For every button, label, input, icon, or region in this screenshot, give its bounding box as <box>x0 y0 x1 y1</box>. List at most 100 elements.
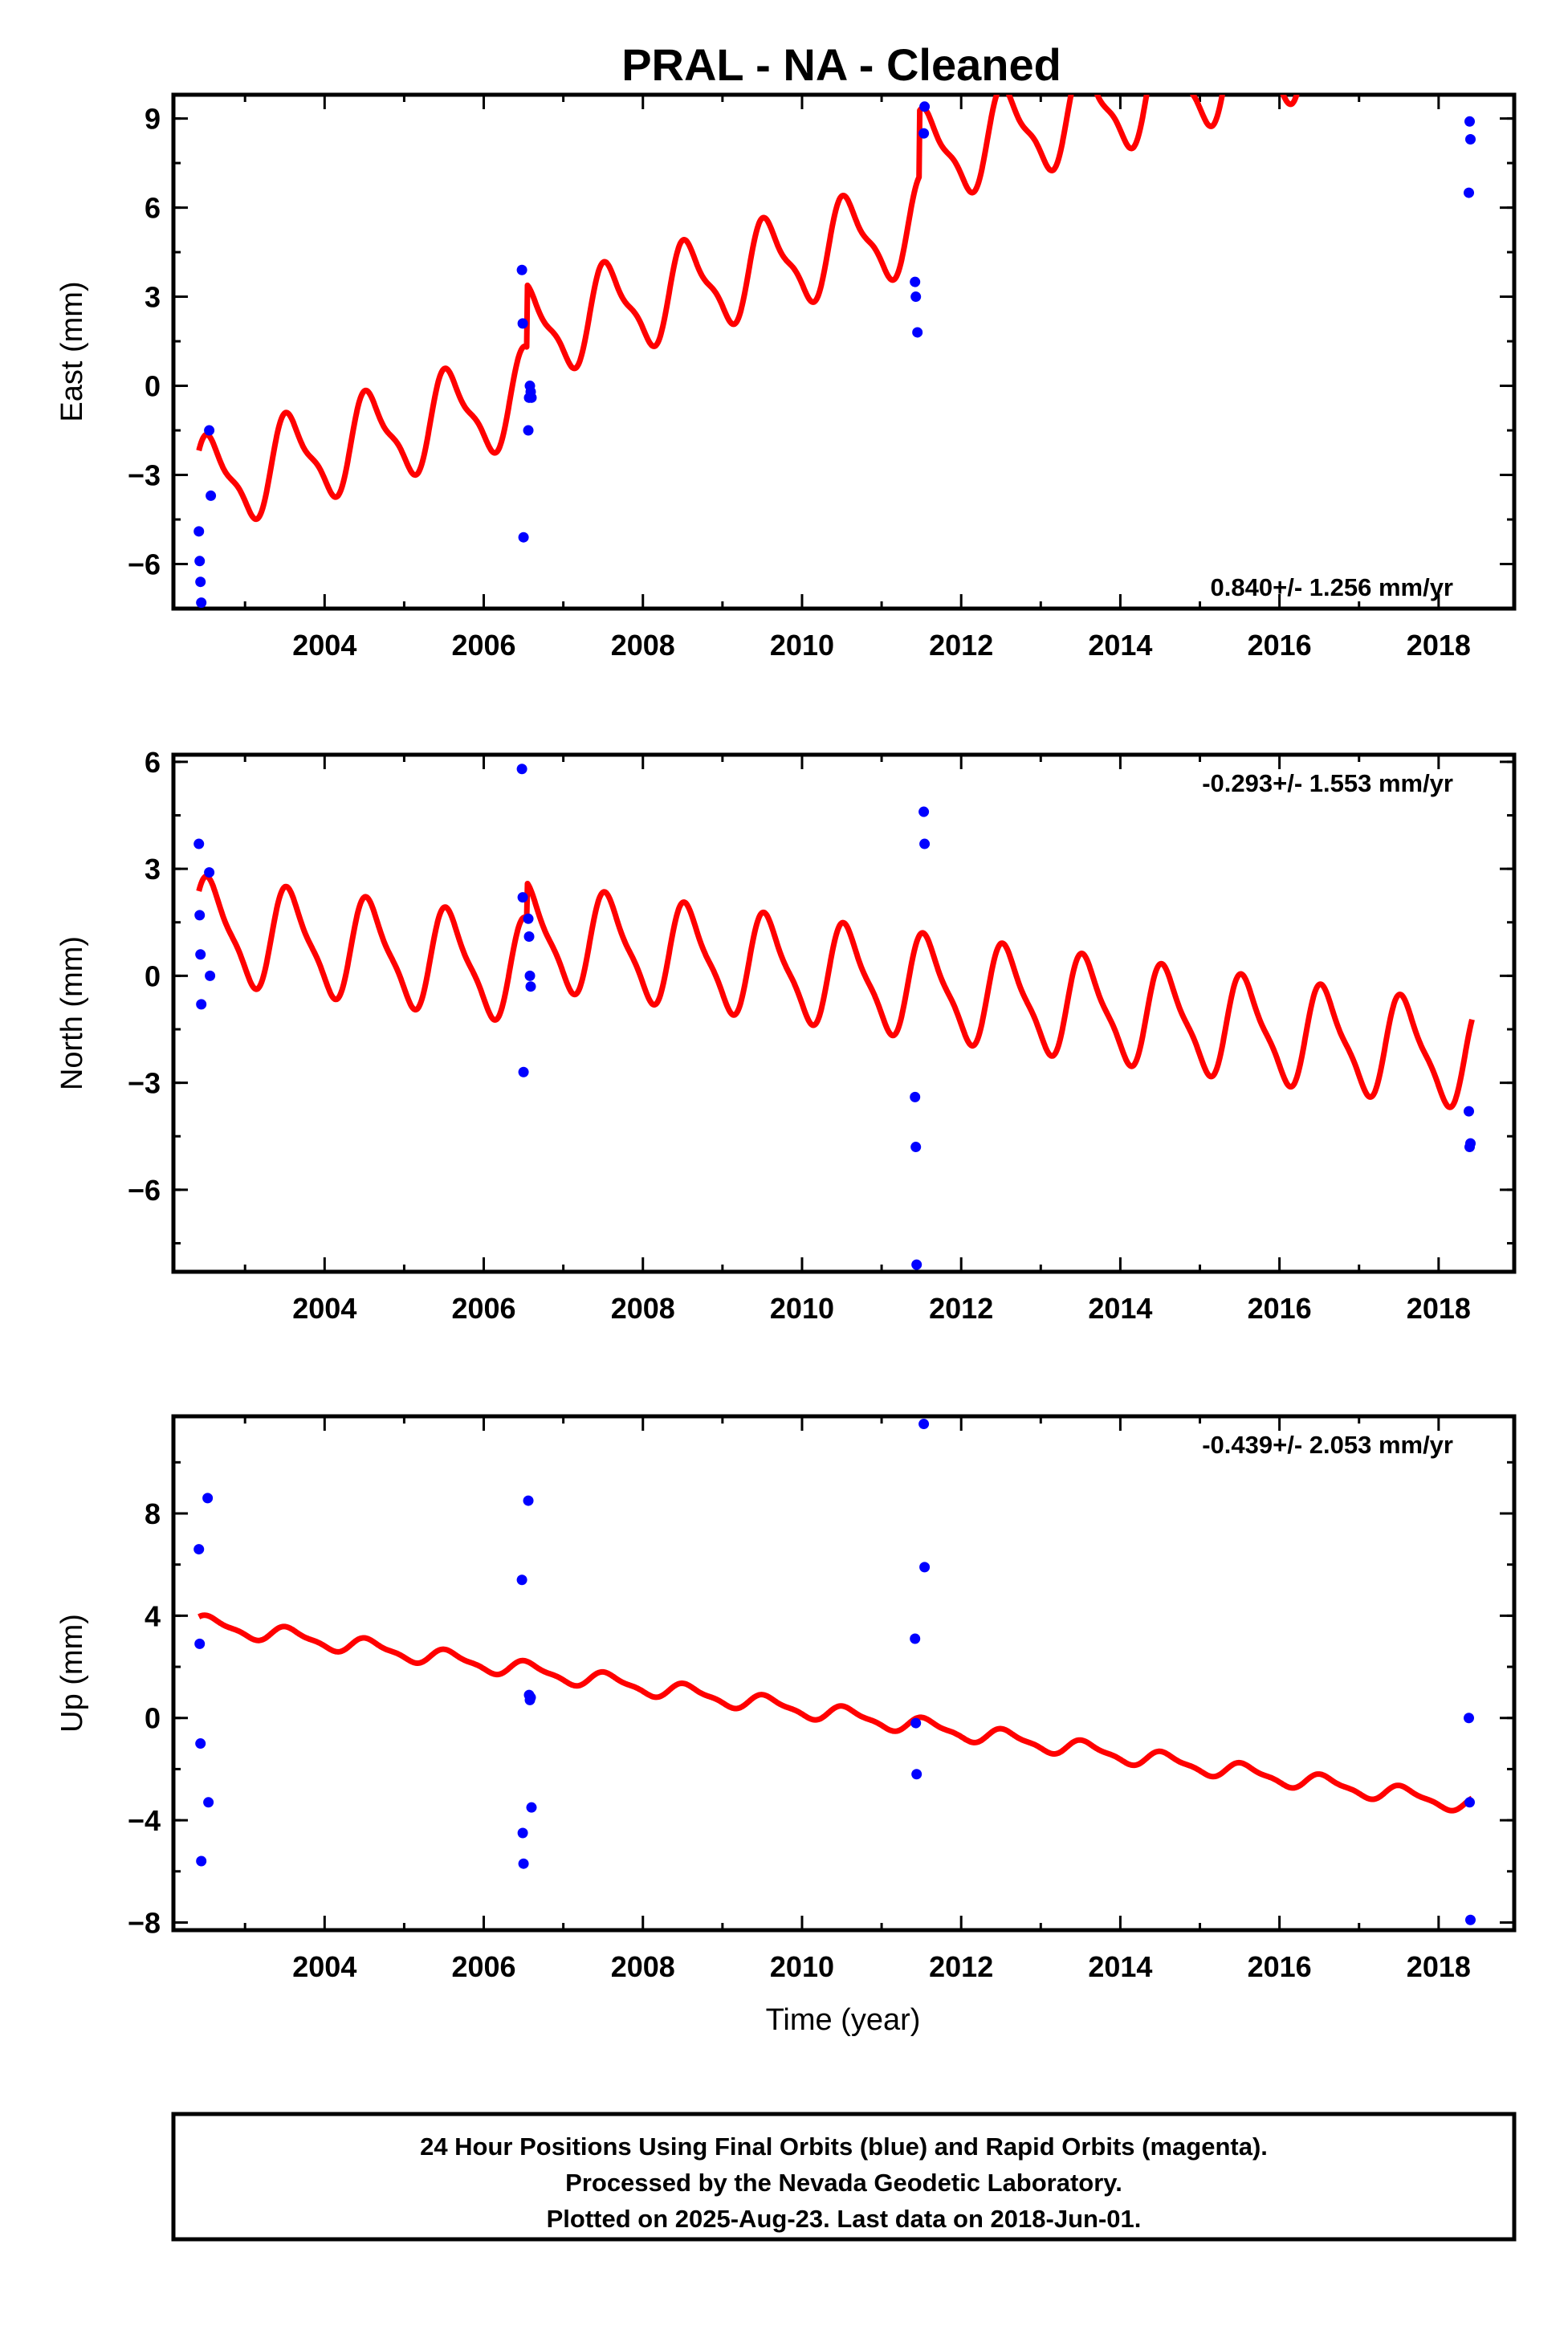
north-data-point <box>1464 1138 1476 1149</box>
north-data-point <box>1464 1106 1475 1117</box>
east-x-tick-label: 2018 <box>1407 629 1471 662</box>
east-data-point <box>523 425 534 436</box>
east-x-tick-label: 2010 <box>770 629 834 662</box>
caption-border <box>171 2112 1517 2242</box>
up-model-line <box>197 1612 1474 1814</box>
north-data-point <box>516 764 527 775</box>
up-y-axis-label: Up (mm) <box>55 1614 89 1733</box>
north-data-point <box>918 806 930 817</box>
north-x-tick-label: 2004 <box>292 1292 356 1325</box>
north-x-tick-label: 2010 <box>770 1292 834 1325</box>
up-data-point <box>195 1738 206 1749</box>
up-data-point <box>919 1562 931 1573</box>
east-data-point <box>206 490 217 501</box>
up-data-point <box>193 1544 205 1555</box>
east-data-point <box>1464 116 1475 127</box>
north-y-axis-label: North (mm) <box>55 936 89 1090</box>
north-data-point <box>523 931 535 943</box>
north-data-point <box>195 949 206 960</box>
north-x-tick-label: 2006 <box>451 1292 515 1325</box>
north-x-tick-label: 2008 <box>611 1292 675 1325</box>
x-axis-label: Time (year) <box>766 2003 921 2037</box>
east-plot-frame <box>171 92 1517 611</box>
up-x-tick-label: 2016 <box>1248 1950 1312 1983</box>
up-y-tick-label: 8 <box>145 1497 161 1530</box>
up-data-point <box>1464 1713 1475 1724</box>
up-data-point <box>526 1802 537 1813</box>
up-y-tick-label: −4 <box>128 1804 161 1837</box>
up-data-point <box>911 1769 922 1780</box>
caption-line-2: Processed by the Nevada Geodetic Laborat… <box>565 2169 1122 2197</box>
east-data-layer <box>193 95 1476 609</box>
up-data-point <box>518 1858 529 1869</box>
up-x-tick-label: 2018 <box>1407 1950 1471 1983</box>
up-x-tick-label: 2006 <box>451 1950 515 1983</box>
east-x-tick-label: 2012 <box>929 629 993 662</box>
up-data-point <box>194 1638 206 1649</box>
east-data-point <box>1464 187 1475 198</box>
east-x-tick-label: 2008 <box>611 629 675 662</box>
east-y-tick-label: 3 <box>145 281 161 314</box>
up-plot-frame <box>171 1414 1517 1933</box>
east-data-point <box>517 318 528 329</box>
north-data-point <box>205 970 216 981</box>
east-data-point <box>518 532 529 543</box>
north-x-tick-label: 2014 <box>1088 1292 1152 1325</box>
north-data-point <box>193 838 205 849</box>
north-y-tick-label: −3 <box>128 1067 161 1100</box>
up-data-point <box>516 1574 527 1586</box>
up-y-tick-label: −8 <box>128 1906 161 1939</box>
north-data-point <box>910 1142 922 1153</box>
north-data-point <box>919 838 931 849</box>
east-data-point <box>910 291 922 303</box>
up-data-point <box>918 1419 930 1430</box>
north-y-tick-label: 3 <box>145 853 161 886</box>
up-data-point <box>910 1633 921 1644</box>
north-data-point <box>194 910 206 921</box>
east-data-point <box>912 327 923 338</box>
up-data-point <box>196 1855 207 1867</box>
up-data-point <box>523 1495 534 1506</box>
up-data-point <box>202 1493 214 1504</box>
north-data-point <box>517 892 528 903</box>
east-data-point <box>193 526 205 537</box>
north-x-tick-label: 2016 <box>1248 1292 1312 1325</box>
north-y-tick-label: 0 <box>145 959 161 992</box>
east-y-axis-label: East (mm) <box>55 281 89 422</box>
up-panel: 2004 2006 2008 2010 2012 2014 2016 2018 −8 −4 0 4 8 U… <box>55 1414 1517 1983</box>
north-y-tick-label: −6 <box>128 1174 161 1207</box>
up-data-point <box>203 1797 214 1808</box>
north-panel: 2004 2006 2008 2010 2012 2014 2016 2018 −6 −3 0 3 6 N… <box>55 746 1517 1325</box>
north-plot-frame <box>171 752 1517 1274</box>
east-data-point <box>195 576 206 588</box>
east-y-tick-label: −6 <box>128 548 161 581</box>
east-data-point <box>1464 133 1476 145</box>
east-panel: 2004 2006 2008 2010 2012 2014 2016 2018 −6 −3 0 3 6 9… <box>55 92 1517 662</box>
east-data-point <box>516 264 527 275</box>
up-data-point <box>910 1717 922 1729</box>
up-x-tick-label: 2012 <box>929 1950 993 1983</box>
north-model-line <box>196 873 1475 1110</box>
east-data-point <box>919 101 931 112</box>
east-y-tick-label: 9 <box>145 103 161 136</box>
east-data-point <box>204 425 215 436</box>
north-y-tick-label: 6 <box>145 746 161 779</box>
up-y-tick-label: 4 <box>145 1599 161 1632</box>
north-data-point <box>523 913 534 924</box>
north-x-tick-label: 2018 <box>1407 1292 1471 1325</box>
east-data-point <box>526 392 537 403</box>
east-data-point <box>196 597 207 609</box>
chart-title: PRAL - NA - Cleaned <box>621 39 1061 90</box>
north-data-point <box>525 981 536 992</box>
east-y-tick-label: −3 <box>128 459 161 492</box>
up-rate-label: -0.439+/- 2.053 mm/yr <box>1202 1431 1453 1459</box>
east-x-tick-label: 2014 <box>1088 629 1152 662</box>
east-data-point <box>910 276 921 287</box>
north-data-layer <box>193 764 1476 1270</box>
north-data-point <box>911 1259 922 1270</box>
caption-line-3: Plotted on 2025-Aug-23. Last data on 201… <box>547 2205 1142 2233</box>
north-data-point <box>518 1066 529 1077</box>
up-x-tick-label: 2014 <box>1088 1950 1152 1983</box>
